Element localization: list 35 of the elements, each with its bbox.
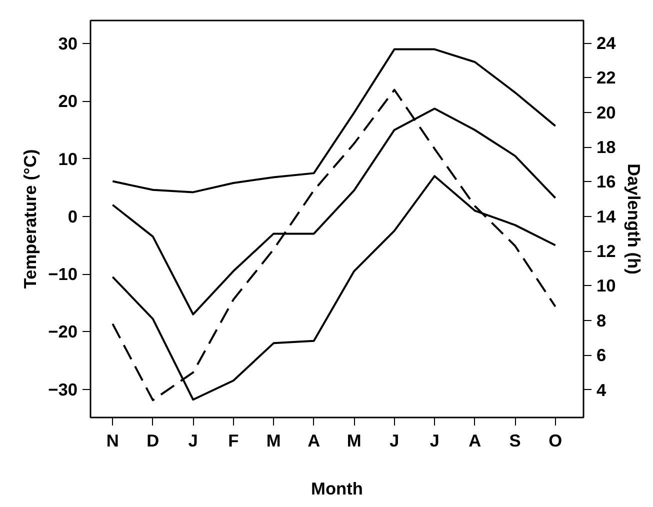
- y2-tick-label: 14: [596, 206, 616, 226]
- x-tick-label: F: [228, 430, 239, 450]
- x-tick-label: M: [346, 430, 362, 450]
- y-tick-label: 30: [58, 34, 78, 54]
- y2-tick-label: 18: [596, 137, 616, 158]
- y-tick-label: 20: [58, 91, 78, 112]
- y-tick-label: −10: [48, 264, 78, 284]
- x-axis-title: Month: [311, 478, 363, 498]
- x-tick-label: S: [509, 430, 521, 450]
- x-tick-label: J: [430, 430, 440, 450]
- y2-tick-label: 6: [596, 345, 606, 366]
- y2-axis-title: Daylength (h): [624, 164, 644, 274]
- y2-tick-label: 24: [596, 33, 616, 54]
- y-tick-label: −20: [48, 322, 78, 342]
- x-tick-label: D: [146, 430, 160, 450]
- y-axis-title: Temperature (°C): [20, 149, 40, 289]
- y2-tick-label: 10: [596, 276, 616, 296]
- x-tick-label: A: [308, 430, 321, 450]
- x-tick-label: J: [188, 430, 198, 450]
- y-tick-label: 10: [58, 148, 78, 169]
- y-tick-label: −30: [48, 379, 78, 400]
- x-tick-label: N: [106, 430, 119, 450]
- y2-tick-label: 22: [596, 68, 616, 88]
- line-series: [112, 48, 556, 194]
- x-tick-label: O: [548, 430, 562, 450]
- y2-tick-label: 4: [596, 380, 606, 400]
- y2-tick-label: 20: [596, 102, 616, 122]
- y2-tick-label: 8: [596, 310, 606, 330]
- x-tick-label: M: [266, 430, 281, 450]
- line-series: [112, 88, 556, 402]
- y2-tick-label: 12: [596, 241, 616, 262]
- x-tick-label: J: [390, 430, 400, 450]
- y-tick-label: 0: [68, 206, 78, 226]
- x-tick-label: A: [468, 430, 482, 450]
- y2-tick-label: 16: [596, 172, 616, 192]
